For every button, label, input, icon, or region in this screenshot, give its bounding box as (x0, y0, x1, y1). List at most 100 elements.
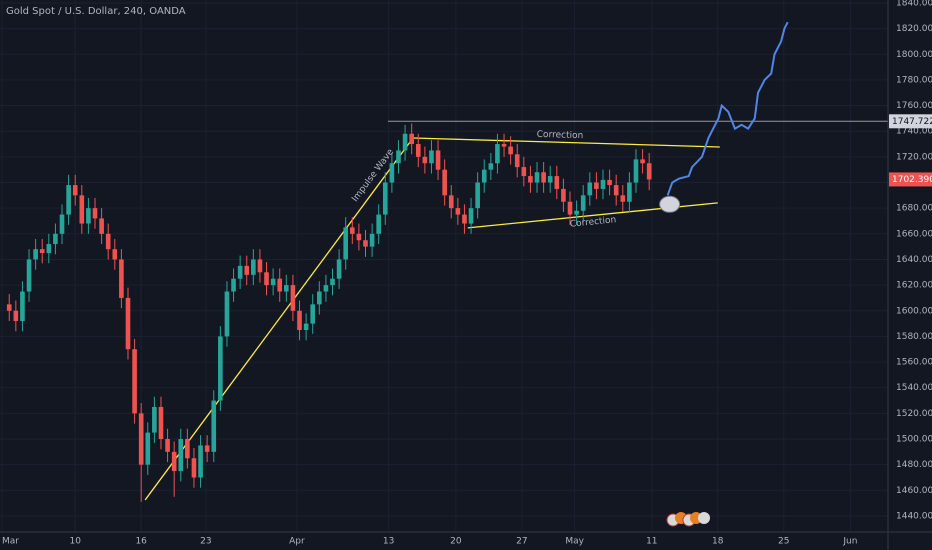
x-tick-label: 11 (646, 537, 657, 547)
candle-body (468, 208, 474, 224)
candle-body (356, 233, 362, 241)
candle-body (396, 150, 401, 164)
candle-body (640, 159, 645, 164)
trend-line (412, 137, 720, 148)
candle-body (501, 144, 507, 147)
candle-body (86, 208, 91, 224)
candle-body (435, 150, 441, 170)
candle-body (72, 185, 78, 196)
candle-body (39, 249, 45, 254)
trend-line (144, 137, 414, 501)
candle-body (277, 278, 283, 292)
candle-body (112, 249, 118, 260)
y-tick-label: 1720.000 (896, 152, 932, 162)
candle-body (330, 278, 335, 286)
candle-body (185, 439, 190, 459)
candle-body (382, 182, 388, 215)
candle-body (270, 278, 276, 286)
candle-body (574, 210, 579, 215)
x-tick-label: 16 (135, 537, 147, 547)
y-tick-label: 1640.000 (896, 255, 932, 265)
candle-body (495, 144, 500, 164)
candle-body (66, 185, 71, 215)
candle-body (171, 451, 177, 472)
y-tick-label: 1600.000 (896, 306, 932, 316)
y-tick-label: 1580.000 (896, 332, 932, 342)
y-tick-label: 1540.000 (896, 383, 932, 393)
candle-body (323, 285, 329, 292)
candle-body (138, 413, 144, 465)
candle-body (363, 240, 368, 247)
candle-body (554, 176, 560, 189)
candle-body (59, 214, 65, 234)
candle-body (46, 244, 52, 254)
candle-body (33, 249, 38, 260)
candle-body (409, 133, 414, 145)
last-price-label: 1702.390 (892, 175, 932, 185)
candle-body (613, 185, 619, 196)
candle-body (244, 265, 250, 275)
candle-body (547, 176, 553, 183)
candle-body (145, 432, 151, 465)
candle-body (237, 265, 243, 279)
candle-body (541, 172, 546, 183)
annotation: Correction (569, 215, 616, 230)
candle-body (290, 285, 296, 311)
candle-body (528, 176, 533, 183)
y-tick-label: 1620.000 (896, 281, 932, 291)
candle-body (402, 133, 408, 151)
y-tick-label: 1460.000 (896, 486, 932, 496)
candle-body (224, 291, 230, 337)
candle-body (627, 182, 632, 202)
candle-body (158, 406, 164, 440)
y-tick-label: 1800.000 (896, 50, 932, 60)
candle-body (165, 439, 170, 452)
level-label-box (889, 114, 932, 129)
candle-body (534, 172, 540, 183)
candle-body (178, 439, 184, 472)
candle-body (646, 163, 652, 180)
plot (6, 21, 888, 502)
candle-body (448, 195, 454, 209)
candle-body (20, 291, 25, 322)
candle-body (303, 323, 309, 330)
candle-body (607, 179, 612, 186)
candle-body (105, 233, 111, 250)
chart-title: Gold Spot / U.S. Dollar, 240, OANDA (6, 6, 186, 17)
y-tick-label: 1500.000 (896, 435, 932, 445)
candle-body (369, 233, 375, 247)
x-tick-label: 23 (200, 537, 211, 547)
candle-body (92, 208, 98, 219)
candle-body (580, 195, 586, 211)
x-tick-label: 25 (778, 537, 789, 547)
candle-body (204, 445, 210, 452)
candle-body (415, 144, 421, 157)
candle-body (132, 349, 137, 414)
candle-body (218, 336, 223, 401)
candle-body (633, 159, 639, 183)
candle-body (211, 400, 217, 452)
y-tick-label: 1740.000 (896, 127, 932, 137)
x-tick-label: Jun (842, 537, 857, 547)
candle-body (389, 163, 395, 183)
candle-body (514, 154, 520, 168)
candle-body (297, 310, 302, 330)
candle-body (231, 278, 236, 292)
candle-body (26, 259, 32, 292)
candle-body (13, 310, 19, 322)
candle-body (284, 285, 289, 292)
candle-body (310, 304, 316, 324)
y-tick-label: 1820.000 (896, 24, 932, 34)
candle-body (336, 259, 342, 279)
candle-body (455, 208, 461, 215)
y-tick-label: 1480.000 (896, 460, 932, 470)
candle-body (620, 195, 626, 202)
candle-body (488, 163, 494, 170)
x-tick-label: 27 (516, 537, 527, 547)
candle-body (600, 179, 606, 189)
y-tick-label: 1440.000 (896, 511, 932, 521)
candle-body (594, 182, 599, 189)
level-label: 1747.722 (892, 117, 932, 127)
candle-body (257, 259, 263, 273)
candle-body (119, 259, 124, 298)
